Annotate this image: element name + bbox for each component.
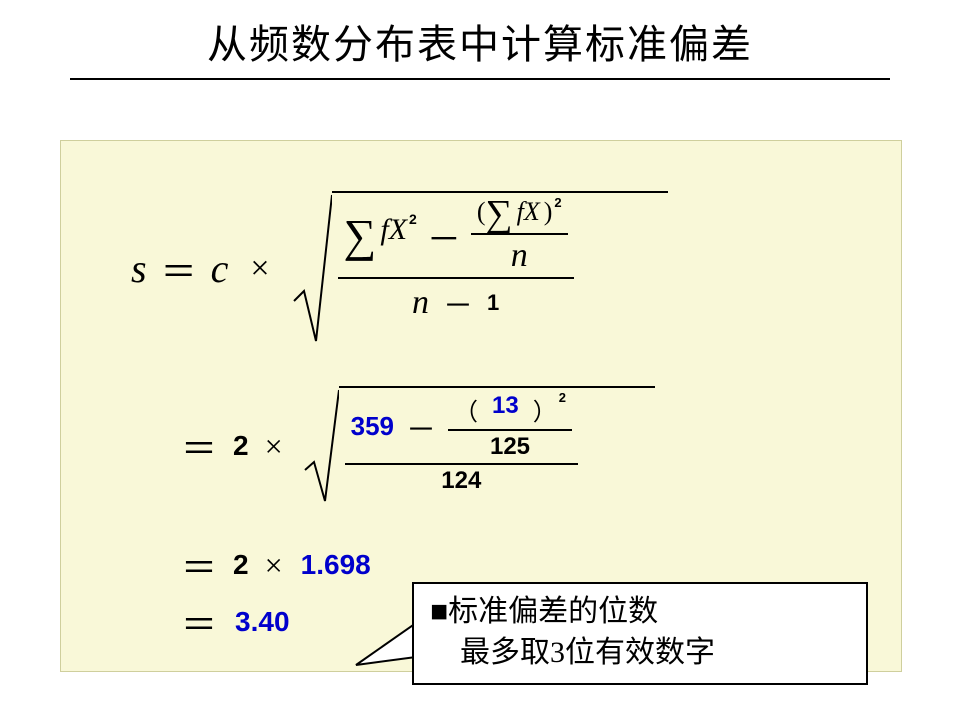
minus-2: － xyxy=(443,281,473,325)
X-1: X xyxy=(389,213,407,247)
eq-3: ＝ xyxy=(181,539,217,591)
minus-3: － xyxy=(406,405,436,449)
page-title: 从频数分布表中计算标准偏差 xyxy=(0,0,960,70)
sq-2: 2 xyxy=(554,195,561,210)
formula-row-1: s ＝ c × ∑ f X 2 xyxy=(131,191,668,346)
sq-3: 2 xyxy=(559,390,566,405)
callout-tail xyxy=(348,615,418,675)
radical-2: 359 － （ 13 ） 2 125 xyxy=(303,386,655,506)
fx2-sum: 359 xyxy=(351,411,394,442)
title-underline xyxy=(70,78,890,80)
n-1: n xyxy=(505,237,534,275)
sigma-1: ∑ xyxy=(344,213,377,259)
radical-sign-2 xyxy=(303,386,339,506)
f-1: f xyxy=(380,213,388,247)
lp-2: （ xyxy=(454,392,478,427)
rp-1: ) xyxy=(544,197,553,227)
eq-4: ＝ xyxy=(181,596,217,648)
callout-box: ■标准偏差的位数 最多取3位有效数字 xyxy=(412,582,868,685)
formula-row-3: ＝ 2 × 1.698 xyxy=(181,539,371,591)
callout-line-2: 最多取3位有效数字 xyxy=(430,633,850,674)
inner-fraction-2: （ 13 ） 2 125 xyxy=(448,392,572,461)
f-2: f xyxy=(517,197,524,227)
fx-sum: 13 xyxy=(492,392,519,420)
lp-1: ( xyxy=(477,197,486,227)
inner-fraction-1: ( ∑ f X ) 2 n xyxy=(471,197,568,275)
rp-2: ） xyxy=(533,392,557,427)
c-val-3: 2 xyxy=(233,549,249,581)
sqrt-val: 1.698 xyxy=(301,549,371,581)
formula-row-4: ＝ 3.40 xyxy=(181,596,290,648)
times-3: × xyxy=(265,547,283,584)
eq-1: ＝ xyxy=(161,243,197,295)
radical-sign-1 xyxy=(292,191,332,346)
X-2: X xyxy=(524,197,540,227)
callout-line-1: ■标准偏差的位数 xyxy=(430,592,850,633)
n-val: 125 xyxy=(484,433,536,461)
minus-1: － xyxy=(427,212,461,261)
times-1: × xyxy=(250,250,269,288)
outer-fraction: ∑ f X 2 － ( ∑ xyxy=(338,197,574,325)
var-c: c xyxy=(211,245,229,292)
radical-1: ∑ f X 2 － ( ∑ xyxy=(292,191,668,346)
sigma-2: ∑ xyxy=(485,197,512,231)
eq-2: ＝ xyxy=(181,420,217,472)
formula-row-2: ＝ 2 × 359 － （ 13 ） 2 xyxy=(181,386,655,506)
n-minus1: 124 xyxy=(435,467,487,495)
one: 1 xyxy=(487,290,499,316)
c-val-2: 2 xyxy=(233,430,249,462)
outer-fraction-2: 359 － （ 13 ） 2 125 xyxy=(345,392,578,495)
n-2: n xyxy=(412,284,429,322)
sq-1: 2 xyxy=(409,211,417,227)
result: 3.40 xyxy=(235,606,290,638)
times-2: × xyxy=(265,428,283,465)
var-s: s xyxy=(131,245,147,292)
